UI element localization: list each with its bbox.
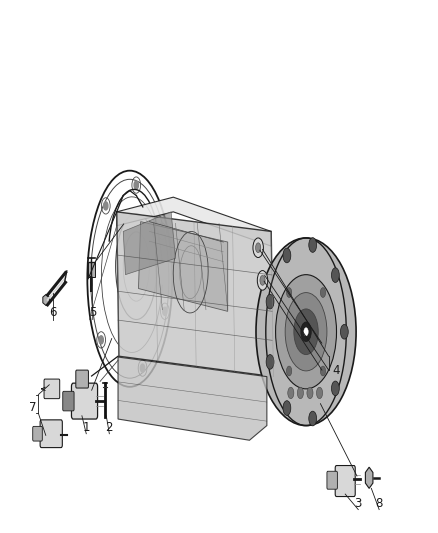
Circle shape [285, 293, 327, 371]
Circle shape [304, 328, 308, 336]
Polygon shape [43, 294, 49, 305]
Circle shape [320, 288, 325, 297]
Polygon shape [123, 212, 176, 274]
Text: 1: 1 [82, 421, 90, 434]
Circle shape [309, 238, 317, 252]
FancyBboxPatch shape [71, 383, 98, 419]
Circle shape [286, 288, 292, 297]
FancyBboxPatch shape [33, 426, 42, 441]
FancyBboxPatch shape [327, 471, 337, 489]
Circle shape [332, 381, 339, 395]
Circle shape [294, 309, 318, 354]
Text: 6: 6 [49, 306, 57, 319]
Circle shape [257, 271, 268, 290]
Circle shape [297, 387, 304, 399]
Circle shape [301, 322, 311, 342]
Circle shape [160, 227, 164, 235]
Circle shape [332, 268, 339, 282]
Circle shape [253, 238, 263, 257]
Text: 8: 8 [375, 497, 383, 510]
Circle shape [266, 294, 274, 309]
Circle shape [162, 307, 167, 316]
Circle shape [283, 248, 291, 263]
Polygon shape [365, 467, 373, 488]
Circle shape [320, 366, 325, 376]
FancyBboxPatch shape [44, 379, 60, 399]
Circle shape [317, 387, 322, 399]
FancyBboxPatch shape [76, 370, 88, 388]
Circle shape [99, 336, 103, 344]
Circle shape [260, 276, 265, 285]
Circle shape [266, 354, 274, 369]
Circle shape [309, 411, 317, 426]
Text: 2: 2 [106, 421, 113, 434]
Circle shape [307, 387, 313, 399]
Text: 7: 7 [29, 401, 36, 414]
Text: 5: 5 [89, 306, 96, 319]
FancyBboxPatch shape [63, 391, 74, 411]
FancyBboxPatch shape [88, 262, 95, 277]
Circle shape [283, 401, 291, 415]
Circle shape [140, 364, 145, 372]
Circle shape [134, 181, 138, 189]
Polygon shape [117, 212, 273, 377]
FancyBboxPatch shape [335, 465, 355, 497]
Circle shape [256, 238, 356, 425]
Circle shape [340, 325, 348, 339]
Polygon shape [138, 222, 228, 311]
Text: 3: 3 [355, 497, 362, 510]
Circle shape [286, 366, 292, 376]
FancyBboxPatch shape [40, 420, 62, 448]
Circle shape [104, 202, 108, 210]
Circle shape [255, 243, 261, 253]
Circle shape [276, 274, 336, 389]
Text: 4: 4 [332, 364, 339, 377]
Circle shape [288, 387, 294, 399]
Polygon shape [118, 357, 267, 440]
Polygon shape [117, 197, 271, 246]
